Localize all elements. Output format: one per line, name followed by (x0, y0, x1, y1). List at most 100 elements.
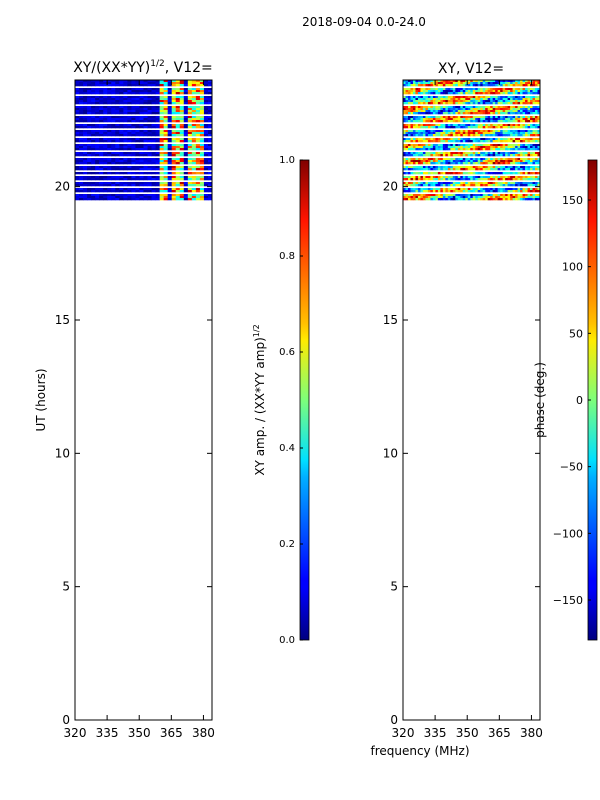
heatmap-cell (139, 194, 144, 197)
heatmap-cell (512, 184, 516, 187)
heatmap-cell (520, 92, 523, 95)
heatmap-cell (517, 154, 521, 157)
heatmap-cell (91, 154, 96, 157)
heatmap-cell (107, 106, 112, 109)
heatmap-cell (452, 84, 456, 87)
heatmap-cell (99, 110, 104, 113)
heatmap-cell (403, 82, 406, 85)
heatmap-cell (430, 188, 434, 191)
heatmap-cell (123, 194, 128, 197)
heatmap-cell (95, 98, 100, 101)
heatmap-cell (447, 198, 451, 201)
heatmap-cell (163, 166, 169, 169)
heatmap-cell (475, 112, 479, 115)
heatmap-cell (99, 138, 104, 141)
heatmap-cell (405, 146, 409, 149)
heatmap-cell (447, 152, 451, 155)
heatmap-cell (452, 148, 456, 151)
heatmap-cell (203, 158, 209, 161)
heatmap-cell (412, 88, 416, 91)
heatmap-cell (522, 162, 526, 165)
heatmap-cell (490, 102, 494, 105)
heatmap-cell (415, 126, 419, 129)
heatmap-cell (465, 152, 469, 155)
heatmap-cell (495, 96, 499, 99)
heatmap-cell (410, 138, 414, 141)
heatmap-cell (527, 182, 531, 185)
heatmap-cell (512, 80, 516, 83)
heatmap-cell (447, 134, 451, 137)
heatmap-cell (480, 106, 484, 109)
heatmap-cell (427, 198, 431, 201)
heatmap-cell (107, 100, 112, 103)
heatmap-cell (183, 146, 189, 149)
heatmap-cell (512, 138, 516, 141)
heatmap-cell (532, 178, 536, 181)
heatmap-cell (485, 102, 489, 105)
heatmap-cell (505, 124, 509, 127)
heatmap-cell (490, 106, 494, 109)
heatmap-cell (442, 146, 446, 149)
heatmap-cell (187, 198, 193, 201)
heatmap-cell (127, 108, 132, 111)
colorbar2-tick-label: −150 (553, 594, 583, 607)
heatmap-cell (119, 172, 124, 175)
heatmap-cell (410, 158, 414, 161)
heatmap-cell (99, 134, 104, 137)
heatmap-cell (171, 130, 177, 133)
heatmap-cell (87, 176, 92, 179)
colorbar1-tick-label: 0.0 (279, 635, 295, 646)
heatmap-cell (442, 80, 446, 83)
heatmap-cell (512, 118, 516, 121)
heatmap-cell (465, 182, 469, 185)
heatmap-cell (139, 190, 144, 193)
heatmap-cell (103, 196, 108, 199)
heatmap-cell (187, 144, 193, 147)
heatmap-cell (490, 160, 494, 163)
heatmap-cell (482, 130, 486, 133)
heatmap-cell (79, 90, 84, 93)
heatmap-cell (477, 178, 481, 181)
heatmap-cell (492, 98, 496, 101)
heatmap-cell (492, 96, 496, 99)
heatmap-cell (480, 190, 484, 193)
heatmap-cell (430, 144, 434, 147)
heatmap-cell (462, 148, 466, 151)
heatmap-cell (515, 102, 518, 105)
heatmap-cell (91, 88, 96, 91)
heatmap-cell (99, 106, 104, 109)
heatmap-cell (123, 124, 128, 127)
heatmap-cell (437, 124, 441, 127)
heatmap-cell (495, 100, 499, 103)
heatmap-cell (475, 106, 479, 109)
heatmap-cell (167, 132, 173, 135)
heatmap-cell (497, 158, 501, 161)
heatmap-cell (139, 140, 144, 143)
heatmap-cell (517, 188, 521, 191)
heatmap-cell (497, 132, 501, 135)
heatmap-cell (500, 92, 504, 95)
heatmap-cell (440, 124, 444, 127)
heatmap-cell (507, 194, 511, 197)
heatmap-cell (83, 172, 88, 175)
heatmap-cell (537, 188, 541, 191)
heatmap-cell (412, 84, 416, 87)
heatmap-cell (437, 82, 441, 85)
heatmap-cell (410, 96, 414, 99)
heatmap-cell (447, 106, 451, 109)
heatmap-cell (537, 152, 541, 155)
heatmap-cell (445, 102, 449, 105)
heatmap-cell (485, 134, 489, 137)
heatmap-cell (477, 176, 481, 179)
heatmap-cell (467, 166, 471, 169)
heatmap-cell (452, 162, 456, 165)
heatmap-cell (163, 124, 169, 127)
heatmap-cell (107, 146, 112, 149)
heatmap-cell (497, 154, 501, 157)
heatmap-cell (482, 166, 486, 169)
heatmap-cell (131, 138, 136, 141)
heatmap-cell (472, 108, 476, 111)
heatmap-cell (405, 148, 409, 151)
heatmap-cell (490, 178, 494, 181)
heatmap-cell (442, 82, 446, 85)
